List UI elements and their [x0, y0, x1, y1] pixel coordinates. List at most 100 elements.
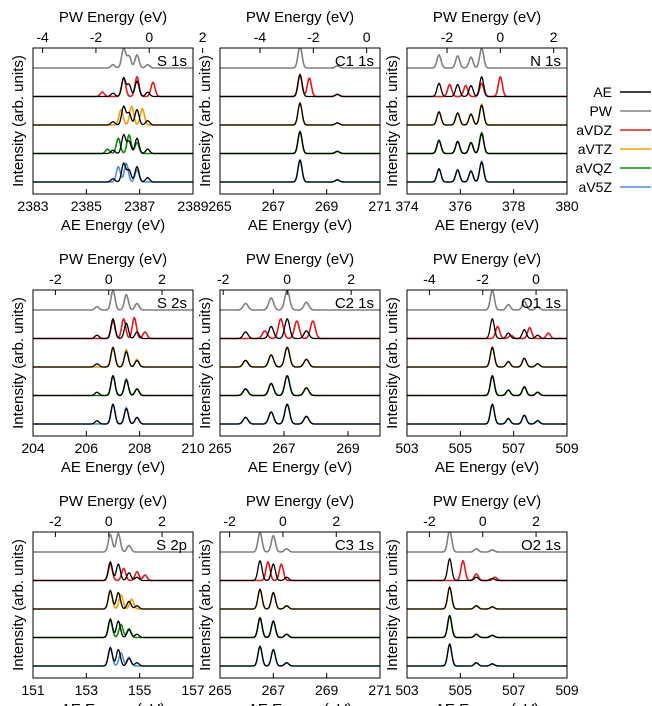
y-axis-label: Intensity (arb. units) [197, 55, 214, 187]
series-group [407, 290, 567, 425]
panel-label: S 2p [156, 537, 187, 554]
legend-label: aVQZ [575, 160, 612, 176]
top-tick-label: 0 [105, 271, 113, 287]
spectrum-panel: 265 267 269 271 -2 0 2 PW Energy (eV) AE Energy … [197, 493, 392, 706]
y-axis-label: Intensity (arb. units) [10, 297, 27, 429]
x-axis-label-bottom: AE Energy (eV) [248, 701, 352, 706]
series-line-avdz [407, 325, 567, 340]
series-line-av5z [407, 643, 567, 667]
top-tick-label: 0 [363, 29, 371, 45]
x-tick-label: 2383 [17, 198, 48, 214]
x-tick-label: 265 [208, 198, 232, 214]
series-line-avtz [407, 346, 567, 368]
top-tick-label: -4 [36, 29, 49, 45]
x-axis-label-top: PW Energy (eV) [59, 9, 167, 26]
top-tick-label: -4 [423, 271, 436, 287]
series-line-av5z [407, 403, 567, 425]
top-tick-label: 2 [158, 513, 166, 529]
x-axis-label-bottom: AE Energy (eV) [435, 701, 539, 706]
x-axis-label-top: PW Energy (eV) [433, 9, 541, 26]
series-line-pw [33, 532, 193, 553]
series-line-av5z [220, 403, 380, 425]
spectrum-panel: 265 267 269 -2 0 2 PW Energy (eV) AE Energy (eV… [197, 251, 381, 476]
top-tick-label: -2 [441, 29, 454, 45]
panel-frame [219, 289, 381, 437]
x-tick-label: 151 [21, 682, 45, 698]
series-line-avqz [407, 131, 567, 155]
x-tick-label: 265 [208, 682, 232, 698]
panel-frame [406, 47, 568, 195]
y-axis-label: Intensity (arb. units) [384, 297, 401, 429]
series-line-ae [407, 403, 567, 425]
series-line-avdz [220, 318, 380, 340]
y-axis-label: Intensity (arb. units) [10, 55, 27, 187]
x-axis-label-top: PW Energy (eV) [59, 251, 167, 268]
series-line-avtz [407, 586, 567, 610]
x-tick-label: 204 [21, 440, 45, 456]
panel-frame [406, 531, 568, 679]
series-line-ae [33, 618, 193, 639]
series-line-av5z [220, 159, 380, 183]
top-tick-label: 0 [496, 29, 504, 45]
series-line-avqz [220, 616, 380, 639]
series-line-ae [220, 645, 380, 667]
x-tick-label: 271 [368, 682, 392, 698]
x-axis-label-bottom: AE Energy (eV) [435, 459, 539, 476]
top-tick-label: -2 [217, 271, 230, 287]
x-tick-label: 265 [208, 440, 232, 456]
x-tick-label: 505 [449, 440, 473, 456]
panel-frame [406, 289, 568, 437]
top-tick-label: 2 [158, 271, 166, 287]
x-tick-label: 208 [128, 440, 152, 456]
panel-frame [219, 47, 381, 195]
series-line-pw [220, 532, 380, 553]
y-axis-label: Intensity (arb. units) [197, 539, 214, 671]
x-tick-label: 157 [181, 682, 205, 698]
x-tick-label: 380 [555, 198, 579, 214]
x-axis-label-top: PW Energy (eV) [433, 251, 541, 268]
x-tick-label: 509 [555, 682, 579, 698]
series-line-avtz [33, 347, 193, 368]
series-line-ae [33, 162, 193, 183]
panel-label: S 1s [157, 53, 187, 70]
series-line-ae [407, 643, 567, 667]
series-line-avdz [220, 561, 380, 582]
panel-label: C1 1s [335, 53, 374, 70]
x-tick-label: 2389 [177, 198, 208, 214]
series-line-ae [407, 76, 567, 98]
top-tick-label: 2 [347, 271, 355, 287]
series-line-pw [220, 48, 380, 69]
legend-label: aVDZ [576, 122, 612, 138]
series-line-ae [220, 588, 380, 610]
series-line-ae [407, 557, 567, 582]
x-tick-label: 269 [315, 682, 339, 698]
series-group [33, 290, 193, 425]
series-line-ae [220, 346, 380, 368]
series-line-avtz [220, 102, 380, 126]
series-line-ae [220, 617, 380, 639]
series-line-avqz [407, 374, 567, 397]
spectrum-panel: 503 505 507 509 -2 0 2 PW Energy (eV) AE Energy … [384, 493, 579, 706]
series-line-ae [407, 318, 567, 340]
panel-label: O1 1s [521, 295, 561, 312]
series-line-ae [220, 375, 380, 397]
series-line-ae [33, 561, 193, 582]
series-line-ae [407, 346, 567, 368]
top-tick-label: -2 [49, 271, 62, 287]
x-tick-label: 2385 [71, 198, 102, 214]
top-tick-label: 2 [550, 29, 558, 45]
top-tick-label: -2 [477, 271, 490, 287]
x-tick-label: 378 [502, 198, 526, 214]
series-line-ae [407, 586, 567, 610]
x-axis-label-top: PW Energy (eV) [59, 493, 167, 510]
top-tick-label: 0 [105, 513, 113, 529]
legend-label: AE [593, 84, 612, 100]
series-line-ae [407, 161, 567, 183]
panel-label: C3 1s [335, 537, 374, 554]
top-tick-label: 0 [145, 29, 153, 45]
series-line-ae [220, 403, 380, 425]
series-line-ae [407, 375, 567, 397]
x-tick-label: 267 [262, 682, 286, 698]
panel-label: O2 1s [521, 537, 561, 554]
top-tick-label: -2 [223, 513, 236, 529]
